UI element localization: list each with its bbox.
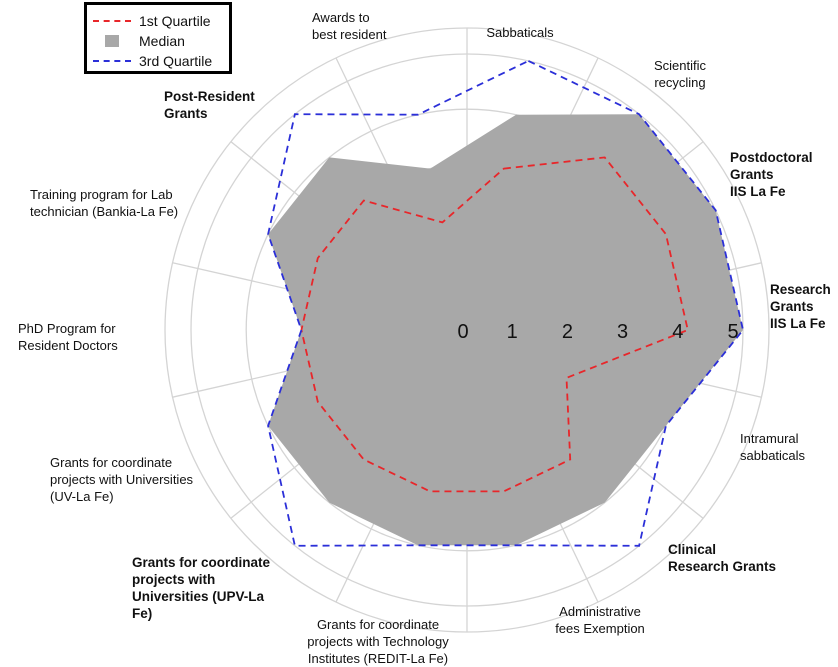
series-median [268,114,743,546]
legend-item-median: Median [93,31,185,51]
radial-tick-labels: 0 1 2 3 4 5 [457,321,738,343]
category-label: Awards to best resident [312,10,387,42]
legend-swatch-q3 [93,60,131,62]
r-tick-label: 0 [457,321,468,343]
legend-label-median: Median [139,33,185,49]
category-label: Clinical Research Grants [668,542,776,574]
category-label: Scientific recycling [654,58,707,90]
r-tick-label: 1 [507,321,518,343]
category-label: Post-Resident Grants [164,89,255,121]
legend: 1st Quartile Median 3rd Quartile [84,2,232,74]
category-label: Sabbaticals [486,25,554,40]
series-1st-quartile [300,156,689,493]
radar-series [267,59,744,547]
category-labels: Sabbaticals Scientific recycling Postdoctor… [18,10,831,666]
category-label: Intramural sabbaticals [740,431,806,463]
legend-item-q3: 3rd Quartile [93,51,212,71]
category-label: Grants for coordinate projects with Unive… [50,455,194,504]
legend-swatch-median [105,35,119,47]
category-label: Grants for coordinate projects with Techn… [307,617,449,666]
r-tick-label: 3 [617,321,628,343]
legend-swatch-q1 [93,20,131,22]
category-label: Grants for coordinate projects with Univer… [132,555,271,621]
legend-label-q1: 1st Quartile [139,13,211,29]
legend-label-q3: 3rd Quartile [139,53,213,69]
r-tick-label: 5 [727,321,738,343]
category-label: PhD Program for Resident Doctors [18,321,118,353]
r-tick-label: 4 [672,321,683,343]
category-label: Research Grants IIS La Fe [770,282,831,331]
category-label: Postdoctoral Grants IIS La Fe [730,150,813,199]
category-label: Administrative fees Exemption [555,604,645,636]
category-label: Training program for Lab technician (Bank… [30,187,178,219]
r-tick-label: 2 [562,321,573,343]
legend-item-q1: 1st Quartile [93,11,211,31]
